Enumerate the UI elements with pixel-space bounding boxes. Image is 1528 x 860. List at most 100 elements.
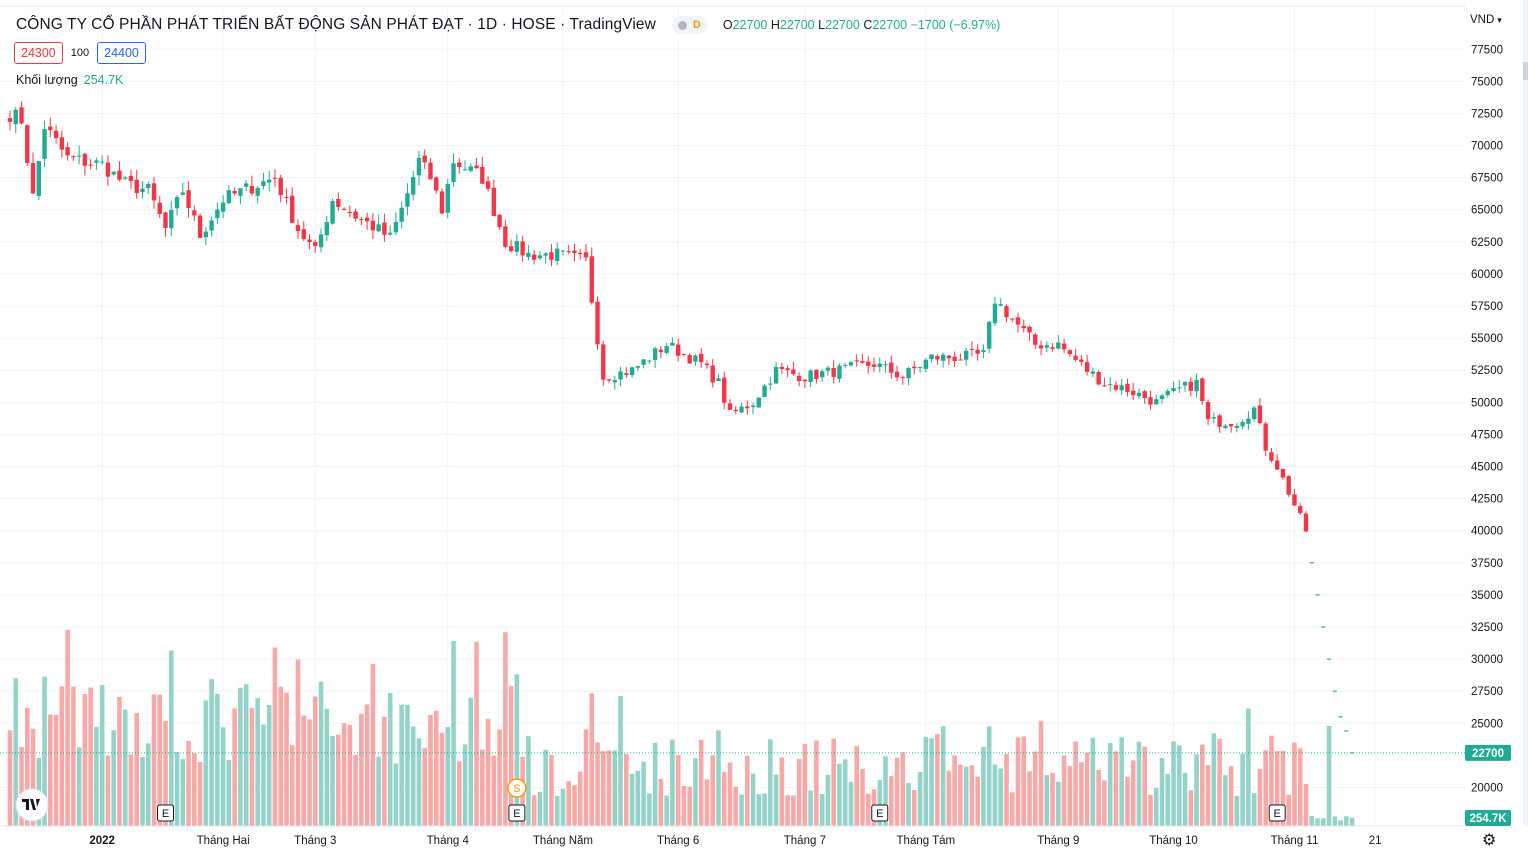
- candle: [1044, 345, 1049, 348]
- candle: [88, 164, 93, 166]
- volume-bar: [301, 715, 307, 826]
- volume-bar: [238, 687, 243, 826]
- time-tick-label: Tháng Năm: [533, 835, 593, 847]
- candle: [1240, 421, 1245, 427]
- volume-bar: [1211, 733, 1217, 826]
- candle: [860, 361, 865, 363]
- candle: [53, 130, 59, 139]
- volume-bar: [1130, 760, 1136, 826]
- volume-bar: [906, 782, 911, 826]
- candle: [601, 344, 606, 380]
- candle: [848, 362, 854, 366]
- volume-bar: [658, 778, 664, 826]
- candle: [837, 365, 842, 379]
- candle: [387, 232, 393, 235]
- candle: [226, 190, 232, 204]
- candle: [485, 181, 491, 189]
- volume-bar: [456, 761, 462, 826]
- candle: [779, 366, 785, 370]
- candle: [1027, 326, 1032, 333]
- volume-bar: [157, 694, 163, 826]
- candle: [261, 181, 266, 187]
- candle: [232, 190, 237, 194]
- candle: [163, 212, 168, 228]
- volume-bar: [53, 714, 59, 826]
- price-axis[interactable]: 2000022500250002750030000325003500037500…: [1471, 44, 1503, 794]
- candle: [618, 371, 623, 380]
- candle: [295, 225, 301, 231]
- volume-bar: [255, 698, 260, 826]
- time-axis[interactable]: 2022 Tháng Hai Tháng 3 Tháng 4 Tháng Năm Thán…: [89, 835, 1381, 847]
- candle: [768, 383, 773, 385]
- candle: [906, 368, 911, 379]
- volume-bar: [312, 696, 318, 826]
- symbol-title[interactable]: CÔNG TY CỔ PHẦN PHÁT TRIỂN BẤT ĐỘNG SẢN …: [16, 16, 656, 33]
- volume-legend[interactable]: Khối lượng 254.7K: [16, 73, 123, 87]
- volume-bar: [1344, 816, 1349, 826]
- candle: [497, 214, 502, 228]
- volume-bar: [243, 684, 249, 826]
- candle: [756, 397, 761, 408]
- candle: [1223, 425, 1228, 428]
- low-label: L: [818, 18, 826, 32]
- candle: [687, 355, 692, 364]
- volume-bar: [1038, 721, 1044, 826]
- candle: [958, 359, 963, 361]
- chart-legend[interactable]: CÔNG TY CỔ PHẦN PHÁT TRIỂN BẤT ĐỘNG SẢN …: [16, 14, 1000, 36]
- volume-bar: [912, 790, 917, 826]
- price-tick-label: 62500: [1471, 237, 1503, 249]
- quantity-value[interactable]: 100: [70, 47, 90, 59]
- sell-button[interactable]: 24300: [14, 42, 63, 64]
- candle: [946, 355, 952, 359]
- candle: [992, 303, 998, 324]
- volume-bar: [249, 708, 255, 826]
- tradingview-logo[interactable]: [15, 788, 49, 822]
- buy-button[interactable]: 24400: [97, 42, 146, 64]
- volume-bar: [347, 724, 353, 826]
- candle: [704, 363, 710, 366]
- candle: [1067, 350, 1073, 355]
- candle: [272, 177, 278, 179]
- volume-bar: [537, 791, 543, 826]
- event-markers[interactable]: E E S E E: [157, 778, 1286, 822]
- volume-bar: [704, 779, 710, 826]
- gear-icon[interactable]: ⚙: [1482, 832, 1497, 849]
- volume-bar: [566, 781, 572, 826]
- candle: [307, 239, 312, 243]
- price-tick-label: 45000: [1471, 462, 1503, 474]
- candle: [889, 362, 894, 373]
- volume-bar: [958, 764, 963, 826]
- volume-bar: [1194, 754, 1199, 826]
- candlesticks: [7, 101, 1355, 754]
- volume-bar: [94, 726, 99, 826]
- volume-bar: [261, 724, 266, 826]
- candle: [1194, 379, 1199, 392]
- candle: [1125, 383, 1130, 392]
- candle: [871, 364, 877, 367]
- candle: [76, 155, 82, 157]
- volume-bar: [203, 700, 209, 826]
- candle: [197, 215, 203, 238]
- market-status-badge[interactable]: D: [671, 16, 707, 34]
- candle: [854, 360, 859, 362]
- candle: [681, 353, 687, 355]
- candle: [105, 162, 111, 177]
- candle: [462, 169, 468, 171]
- currency-selector[interactable]: VND: [1470, 14, 1502, 26]
- volume-bar: [721, 771, 727, 826]
- volume-bar: [186, 741, 191, 826]
- candle: [998, 304, 1003, 306]
- candle: [36, 161, 41, 196]
- volume-bar: [877, 780, 883, 826]
- volume-bar: [664, 795, 669, 826]
- volume-bar: [785, 795, 790, 826]
- candle: [370, 220, 376, 231]
- candle: [572, 250, 577, 254]
- earnings-marker: [157, 804, 175, 822]
- volume-bar: [209, 679, 214, 826]
- split-marker-label: S: [513, 783, 520, 795]
- volume-bar: [168, 650, 174, 826]
- volume-bar: [451, 641, 456, 826]
- candle: [111, 171, 116, 175]
